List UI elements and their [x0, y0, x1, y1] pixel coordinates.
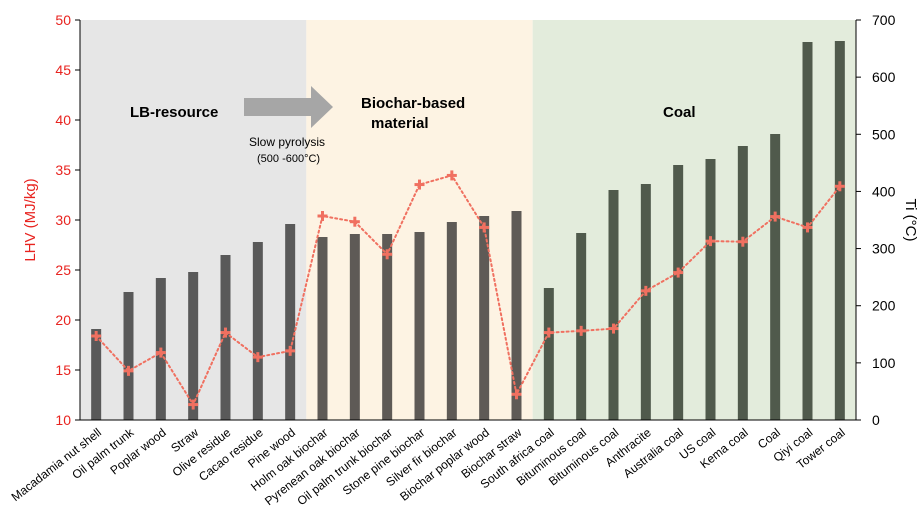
region-bg-2 [532, 20, 856, 420]
ti-point-19 [705, 236, 716, 247]
ti-point-23 [834, 181, 845, 192]
lhv-bar-9 [382, 234, 393, 420]
lhv-bar-21 [770, 134, 781, 420]
lhv-bar-13 [511, 211, 522, 420]
region-label-coal: Coal [663, 104, 696, 121]
ti-point-5 [252, 352, 263, 363]
lhv-bar-14 [543, 288, 554, 420]
lhv-bar-8 [349, 234, 360, 420]
y-right-tick-label-2: 200 [872, 298, 896, 314]
region-backgrounds [80, 20, 856, 420]
slow-pyrolysis-temperature: (500 -600°C) [257, 153, 320, 165]
y-left-tick-label-1: 15 [55, 362, 71, 378]
y-right-tick-label-7: 700 [872, 12, 896, 28]
y-right-axis-title: Ti (°C) [902, 199, 919, 242]
y-right-tick-label-0: 0 [872, 412, 880, 428]
y-left-tick-label-6: 40 [55, 112, 71, 128]
ti-point-2 [155, 347, 166, 358]
ti-point-12 [479, 222, 490, 233]
ti-point-9 [382, 249, 393, 260]
ti-point-14 [543, 327, 554, 338]
ti-point-8 [349, 216, 360, 227]
annotations: LB-resource Biochar-based material Coal … [130, 86, 696, 165]
y-left-axis-title: LHV (MJ/kg) [22, 178, 39, 261]
lhv-bar-23 [834, 41, 845, 420]
lhv-bar-18 [673, 165, 684, 420]
region-label-biochar-line1: Biochar-based [361, 95, 465, 112]
lhv-bar-1 [123, 292, 134, 420]
ti-point-17 [640, 285, 651, 296]
ti-point-0 [91, 331, 102, 341]
ti-point-20 [737, 236, 748, 247]
lhv-bar-0 [91, 329, 102, 420]
ti-point-3 [188, 399, 199, 410]
y-left-tick-label-3: 25 [55, 262, 71, 278]
ti-point-4 [220, 327, 231, 338]
ti-point-21 [770, 211, 781, 222]
y-left-tick-label-5: 35 [55, 162, 71, 178]
y-left-tick-label-0: 10 [55, 412, 71, 428]
y-right-tick-label-5: 500 [872, 126, 896, 142]
lhv-bar-10 [414, 232, 425, 420]
lhv-bar-20 [737, 146, 748, 420]
slow-pyrolysis-arrow-icon [244, 86, 333, 128]
ti-point-22 [802, 222, 813, 233]
slow-pyrolysis-label: Slow pyrolysis [249, 135, 325, 149]
y-left-tick-label-7: 45 [55, 62, 71, 78]
lhv-bar-19 [705, 159, 716, 420]
y-left-tick-label-2: 20 [55, 312, 71, 328]
ti-point-16 [608, 323, 619, 334]
ti-point-10 [414, 179, 425, 190]
lhv-bar-17 [640, 184, 651, 420]
y-left-tick-label-4: 30 [55, 212, 71, 228]
ti-point-11 [446, 170, 457, 181]
lhv-bar-16 [608, 190, 619, 420]
lhv-bar-7 [317, 237, 328, 420]
y-right-tick-label-1: 100 [872, 355, 896, 371]
ti-point-15 [576, 325, 587, 336]
ti-point-1 [123, 365, 134, 376]
lhv-bar-5 [252, 242, 263, 420]
ti-point-18 [673, 267, 684, 278]
ti-point-7 [317, 211, 328, 221]
y-left-tick-label-8: 50 [55, 12, 71, 28]
lhv-bar-3 [188, 272, 199, 420]
ti-line [95, 174, 841, 407]
region-label-lb-resource: LB-resource [130, 104, 218, 121]
lhv-bar-11 [446, 222, 457, 420]
line-series [91, 170, 845, 410]
region-label-biochar-line2: material [371, 115, 429, 132]
y-right-tick-label-3: 300 [872, 241, 896, 257]
lhv-bar-6 [285, 224, 296, 420]
ti-point-13 [511, 389, 522, 400]
ti-point-6 [285, 345, 296, 356]
y-right-tick-label-6: 600 [872, 69, 896, 85]
y-right-tick-label-4: 400 [872, 183, 896, 199]
lhv-bar-12 [479, 216, 490, 420]
